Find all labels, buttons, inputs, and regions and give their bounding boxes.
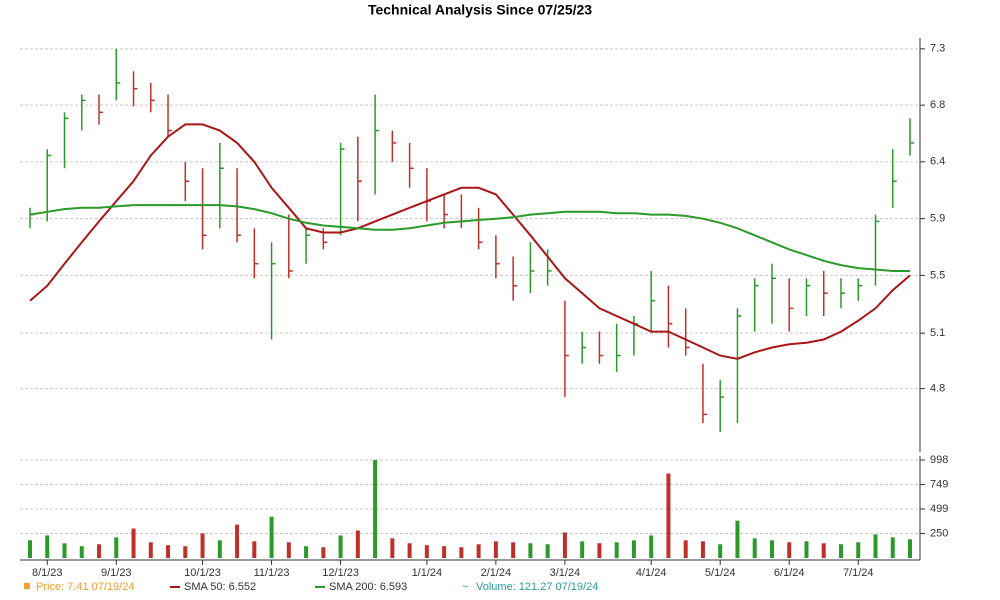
volume-bar: [62, 543, 67, 558]
volume-bar: [424, 545, 429, 558]
volume-bar: [700, 541, 705, 558]
volume-bar: [45, 535, 50, 558]
x-tick-label: 7/1/24: [843, 567, 874, 579]
volume-bar: [666, 473, 671, 558]
volume-bar: [787, 542, 792, 558]
y-tick-label: 7.3: [930, 43, 945, 55]
y-tick-label: 6.8: [930, 99, 945, 111]
volume-bar: [269, 516, 274, 558]
volume-bar: [528, 543, 533, 558]
volume-bar: [890, 537, 895, 558]
y-tick-label: 250: [930, 527, 948, 539]
volume-bar: [562, 532, 567, 558]
volume-bar: [769, 540, 774, 558]
x-tick-label: 11/1/23: [254, 567, 290, 579]
volume-bar: [735, 520, 740, 558]
volume-bar: [338, 535, 343, 558]
y-tick-label: 4.8: [930, 383, 945, 395]
volume-bar: [407, 543, 412, 558]
volume-bar: [79, 546, 84, 558]
volume-bar: [286, 542, 291, 558]
volume-bar: [166, 545, 171, 558]
volume-bar: [511, 542, 516, 558]
x-tick-label: 4/1/24: [636, 567, 667, 579]
x-tick-label: 12/1/23: [322, 567, 359, 579]
volume-bar: [580, 541, 585, 558]
volume-bar: [459, 547, 464, 558]
volume-bar: [683, 540, 688, 558]
volume-bar: [856, 542, 861, 558]
volume-bar: [442, 546, 447, 558]
volume-bar: [183, 546, 188, 558]
x-tick-label: 10/1/23: [184, 567, 221, 579]
y-tick-label: 5.9: [930, 213, 945, 225]
chart-title: Technical Analysis Since 07/25/23: [368, 2, 592, 18]
x-tick-label: 3/1/24: [550, 567, 581, 579]
volume-bar: [752, 538, 757, 558]
volume-bar: [821, 543, 826, 558]
volume-bar: [597, 543, 602, 558]
volume-bar: [200, 533, 205, 558]
volume-bar: [908, 539, 912, 558]
volume-bar: [838, 544, 843, 558]
x-tick-label: 5/1/24: [705, 567, 736, 579]
volume-bar: [649, 535, 654, 558]
volume-bar: [873, 534, 878, 558]
x-tick-label: 1/1/24: [412, 567, 443, 579]
volume-bar: [252, 541, 257, 558]
y-tick-label: 499: [930, 503, 948, 515]
y-tick-label: 6.4: [930, 156, 945, 168]
legend-swatch: [24, 583, 30, 589]
volume-bar: [493, 541, 498, 558]
x-tick-label: 2/1/24: [481, 567, 512, 579]
volume-bar: [235, 524, 240, 558]
y-tick-label: 998: [930, 454, 948, 466]
legend-label: SMA 50: 6.552: [184, 581, 256, 593]
volume-bar: [718, 544, 723, 558]
volume-bar: [97, 544, 102, 558]
legend-label: SMA 200: 6.593: [329, 581, 407, 593]
volume-bar: [321, 547, 326, 558]
volume-bar: [631, 540, 636, 558]
y-tick-label: 5.5: [930, 269, 945, 281]
volume-bar: [545, 544, 550, 558]
y-tick-label: 5.1: [930, 327, 945, 339]
volume-bar: [373, 460, 378, 558]
x-tick-label: 9/1/23: [101, 567, 132, 579]
volume-bar: [390, 538, 395, 558]
sma-line: [29, 204, 910, 272]
legend-marker: ~: [462, 581, 468, 593]
volume-bar: [217, 540, 222, 558]
volume-bar: [148, 542, 153, 558]
sma-line: [29, 123, 911, 360]
volume-bar: [131, 528, 136, 558]
legend-label: Price: 7.41 07/19/24: [36, 581, 134, 593]
x-tick-label: 8/1/23: [32, 567, 63, 579]
volume-bar: [28, 540, 32, 558]
volume-bar: [304, 546, 309, 558]
volume-bar: [355, 530, 360, 558]
volume-bar: [114, 537, 119, 558]
volume-bar: [614, 542, 619, 558]
x-tick-label: 6/1/24: [774, 567, 805, 579]
volume-bar: [476, 544, 481, 558]
y-tick-label: 749: [930, 478, 948, 490]
legend-label: Volume: 121.27 07/19/24: [476, 581, 598, 593]
volume-bar: [804, 541, 809, 558]
